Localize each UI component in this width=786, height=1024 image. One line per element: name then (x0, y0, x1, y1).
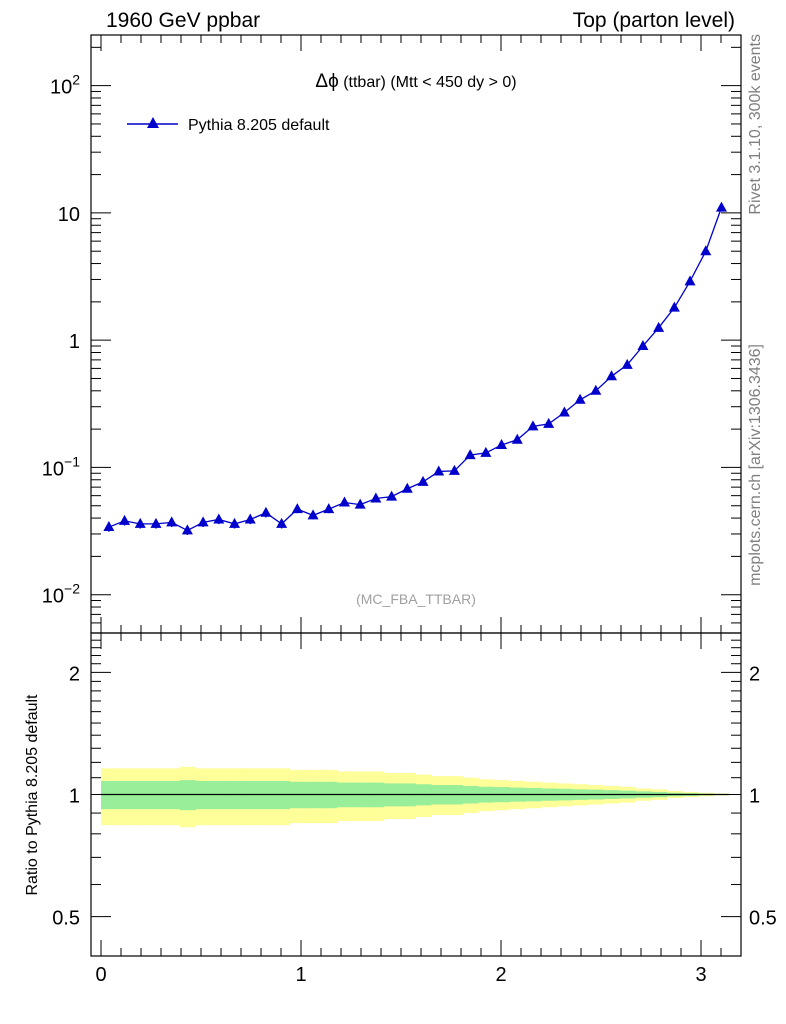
data-point-marker (244, 513, 256, 524)
mcplots-reference-text: mcplots.cern.ch [arXiv:1306.3436] (747, 344, 764, 586)
data-point-marker (150, 517, 162, 528)
header-energy: 1960 GeV ppbar (106, 9, 260, 32)
data-point-marker (323, 503, 335, 514)
data-point-marker (307, 509, 319, 520)
x-tick-label: 3 (695, 964, 706, 986)
y-tick-label-base: 10 (42, 586, 64, 608)
data-point-marker (558, 406, 570, 417)
data-point-marker (511, 433, 523, 444)
data-point-marker (464, 449, 476, 460)
data-point-marker (606, 370, 617, 381)
data-point-marker (229, 517, 241, 528)
data-point-marker (684, 275, 696, 286)
data-point-marker (668, 301, 680, 312)
data-point-marker (213, 513, 225, 524)
data-point-marker (590, 384, 602, 395)
legend: Pythia 8.205 default (127, 117, 330, 134)
data-point-marker (370, 492, 382, 503)
x-tick-label: 0 (95, 964, 106, 986)
data-point-marker (653, 321, 665, 332)
data-point-marker (134, 517, 146, 528)
data-point-marker (574, 393, 586, 404)
data-point-marker (637, 339, 649, 350)
data-point-marker (166, 516, 178, 527)
data-point-marker (181, 524, 193, 535)
y-tick-label-base: 10 (50, 77, 72, 99)
header-category: Top (parton level) (573, 9, 735, 32)
data-point-marker (103, 521, 115, 532)
y-tick-label: 1 (69, 331, 80, 353)
series-line (108, 207, 723, 532)
data-point-marker (260, 506, 272, 517)
y-tick-label-base: 1 (69, 331, 80, 353)
data-point-marker (543, 417, 555, 428)
main-plot-layer (103, 201, 727, 536)
ratio-y-tick-label-right: 0.5 (749, 908, 777, 930)
data-point-marker (291, 503, 303, 514)
data-point-marker (527, 420, 539, 431)
ratio-y-tick-label-left: 1 (69, 786, 80, 808)
x-tick-label: 2 (495, 964, 506, 986)
y-tick-label: 10−2 (42, 581, 80, 608)
data-point-marker (700, 245, 712, 256)
ratio-y-tick-label-left: 0.5 (52, 908, 80, 930)
ratio-band-inner-bin (179, 780, 196, 811)
analysis-tag: (MC_FBA_TTBAR) (356, 591, 476, 607)
data-point-marker (480, 446, 492, 457)
data-point-marker (621, 358, 633, 369)
ratio-panel: Ratio to Pythia 8.205 default (24, 694, 41, 896)
plot-title: Δϕ (ttbar) (Mtt < 450 dy > 0) (315, 71, 516, 92)
plot-title-symbol: Δϕ (315, 71, 338, 92)
data-point-marker (417, 475, 429, 486)
y-tick-label: 102 (50, 72, 80, 99)
y-tick-label: 10−1 (42, 453, 80, 480)
data-point-marker (433, 465, 445, 476)
data-point-marker (354, 498, 366, 509)
y-tick-label-exponent: −2 (64, 581, 80, 597)
ratio-y-tick-label-right: 2 (749, 663, 760, 685)
data-point-marker (401, 482, 413, 493)
data-point-marker (119, 514, 131, 525)
main-panel: Δϕ (ttbar) (Mtt < 450 dy > 0) Pythia 8.2… (127, 71, 517, 607)
data-point-marker (276, 517, 288, 528)
y-tick-label-base: 10 (58, 204, 80, 226)
legend-label: Pythia 8.205 default (188, 117, 330, 134)
data-point-marker (386, 490, 398, 501)
plot-title-rest: (ttbar) (Mtt < 450 dy > 0) (339, 74, 517, 91)
data-point-marker (496, 439, 508, 450)
ratio-y-tick-label-right: 1 (749, 786, 760, 808)
data-point-marker (197, 516, 209, 527)
x-tick-label: 1 (295, 964, 306, 986)
y-tick-label: 10 (58, 204, 80, 226)
ratio-y-tick-label-left: 2 (69, 663, 80, 685)
y-tick-label-exponent: 2 (72, 72, 80, 88)
y-tick-label-base: 10 (42, 458, 64, 480)
data-point-marker (338, 496, 350, 507)
rivet-version-text: Rivet 3.1.10, 300k events (747, 34, 764, 215)
ratio-y-axis-label: Ratio to Pythia 8.205 default (24, 694, 41, 896)
y-tick-label-exponent: −1 (64, 453, 80, 469)
data-point-marker (715, 201, 727, 212)
data-point-marker (448, 464, 460, 475)
legend-marker-triangle (147, 117, 159, 128)
ratio-plot-layer (101, 766, 730, 828)
